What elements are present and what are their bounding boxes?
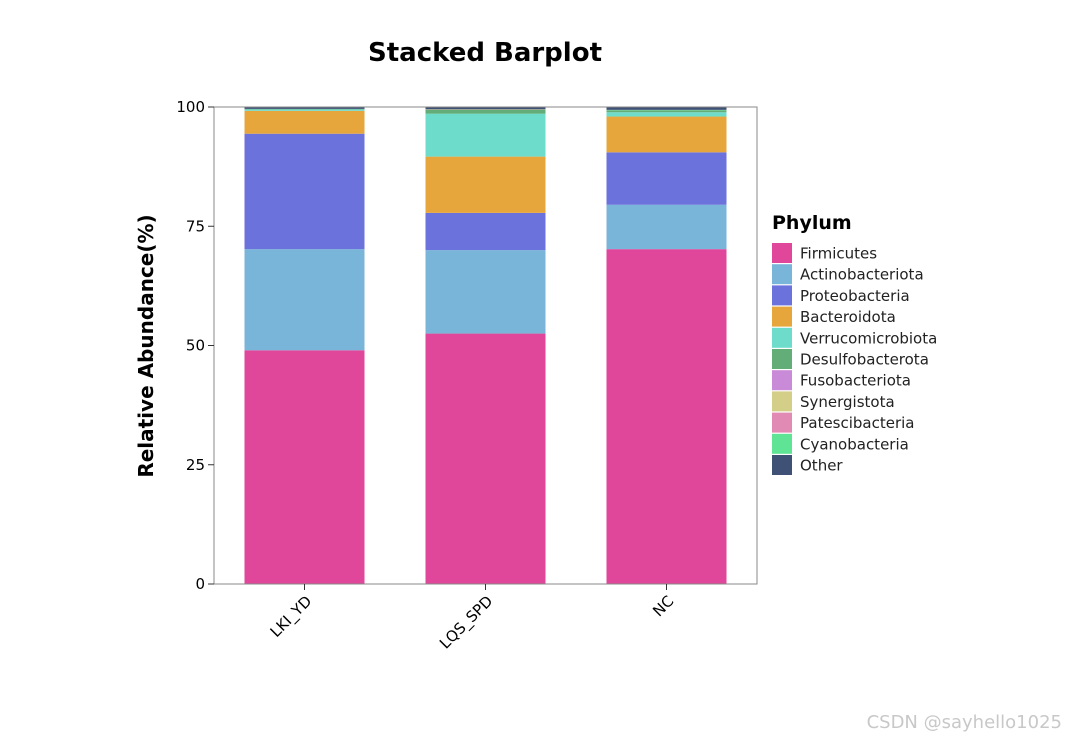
bar-lki-yd-proteobacteria — [244, 133, 365, 250]
legend-swatch-bacteroidota — [772, 306, 792, 327]
bar-lki-yd-actinobacteriota — [244, 249, 365, 351]
y-tick-label: 25 — [186, 456, 205, 474]
x-axis: LKI_YD LQS_SPD NC — [267, 584, 677, 653]
legend-label-proteobacteria: Proteobacteria — [800, 287, 910, 305]
bar-nc-proteobacteria — [606, 152, 727, 205]
bar-nc-other — [606, 107, 727, 110]
legend-label-verrucomicrobiota: Verrucomicrobiota — [800, 329, 937, 347]
bar-lqs-spd-verrucomicrobiota — [425, 113, 546, 157]
bar-lqs-spd-desulfobacterota — [425, 109, 546, 114]
legend-swatch-synergistota — [772, 391, 792, 412]
legend-label-firmicutes: Firmicutes — [800, 245, 877, 263]
y-tick-label: 75 — [186, 217, 205, 235]
legend-label-actinobacteriota: Actinobacteriota — [800, 266, 924, 284]
legend-swatch-desulfobacterota — [772, 349, 792, 369]
legend-swatch-firmicutes — [772, 243, 792, 263]
legend-swatch-verrucomicrobiota — [772, 327, 792, 348]
legend-title: Phylum — [772, 212, 852, 234]
legend-label-fusobacteriota: Fusobacteriota — [800, 372, 911, 390]
bar-lki-yd-verrucomicrobiota — [244, 109, 365, 111]
legend-label-bacteroidota: Bacteroidota — [800, 308, 896, 326]
y-tick-label: 0 — [195, 575, 205, 593]
y-tick-label: 50 — [186, 337, 205, 355]
bar-lqs-spd-firmicutes — [425, 333, 546, 584]
legend-label-cyanobacteria: Cyanobacteria — [800, 435, 909, 453]
x-tick-label: LKI_YD — [267, 592, 316, 641]
bar-lqs-spd-bacteroidota — [425, 156, 546, 213]
chart-title: Stacked Barplot — [368, 38, 602, 68]
bar-lki-yd-firmicutes — [244, 350, 365, 584]
legend-swatch-proteobacteria — [772, 285, 792, 306]
bar-nc-actinobacteriota — [606, 204, 727, 250]
watermark: CSDN @sayhello1025 — [867, 712, 1062, 733]
legend-swatch-fusobacteriota — [772, 370, 792, 391]
bar-lqs-spd-actinobacteriota — [425, 250, 546, 334]
legend-swatch-patescibacteria — [772, 412, 792, 433]
legend-swatch-actinobacteriota — [772, 264, 792, 285]
y-axis-label: Relative Abundance(%) — [134, 214, 158, 477]
x-tick-label: LQS_SPD — [436, 592, 497, 653]
legend-swatch-other — [772, 455, 792, 475]
bar-lki-yd-bacteroidota — [244, 110, 365, 134]
legend: Phylum Firmicutes Actinobacteriota Proteob… — [772, 212, 937, 475]
legend-swatch-cyanobacteria — [772, 433, 792, 454]
bar-lqs-spd-other — [425, 107, 546, 110]
bar-nc-desulfobacterota — [606, 110, 727, 113]
bar-lki-yd-other — [244, 107, 365, 109]
legend-label-other: Other — [800, 457, 843, 475]
y-axis: 0 25 50 75 100 — [176, 98, 214, 593]
bar-nc-firmicutes — [606, 249, 727, 584]
bar-nc-bacteroidota — [606, 116, 727, 153]
legend-label-desulfobacterota: Desulfobacterota — [800, 351, 929, 369]
legend-label-synergistota: Synergistota — [800, 393, 895, 411]
y-tick-label: 100 — [176, 98, 205, 116]
bar-nc-verrucomicrobiota — [606, 112, 727, 117]
x-tick-label: NC — [649, 592, 677, 620]
bar-lqs-spd-proteobacteria — [425, 212, 546, 251]
bars-layer — [244, 107, 727, 584]
legend-label-patescibacteria: Patescibacteria — [800, 414, 915, 432]
